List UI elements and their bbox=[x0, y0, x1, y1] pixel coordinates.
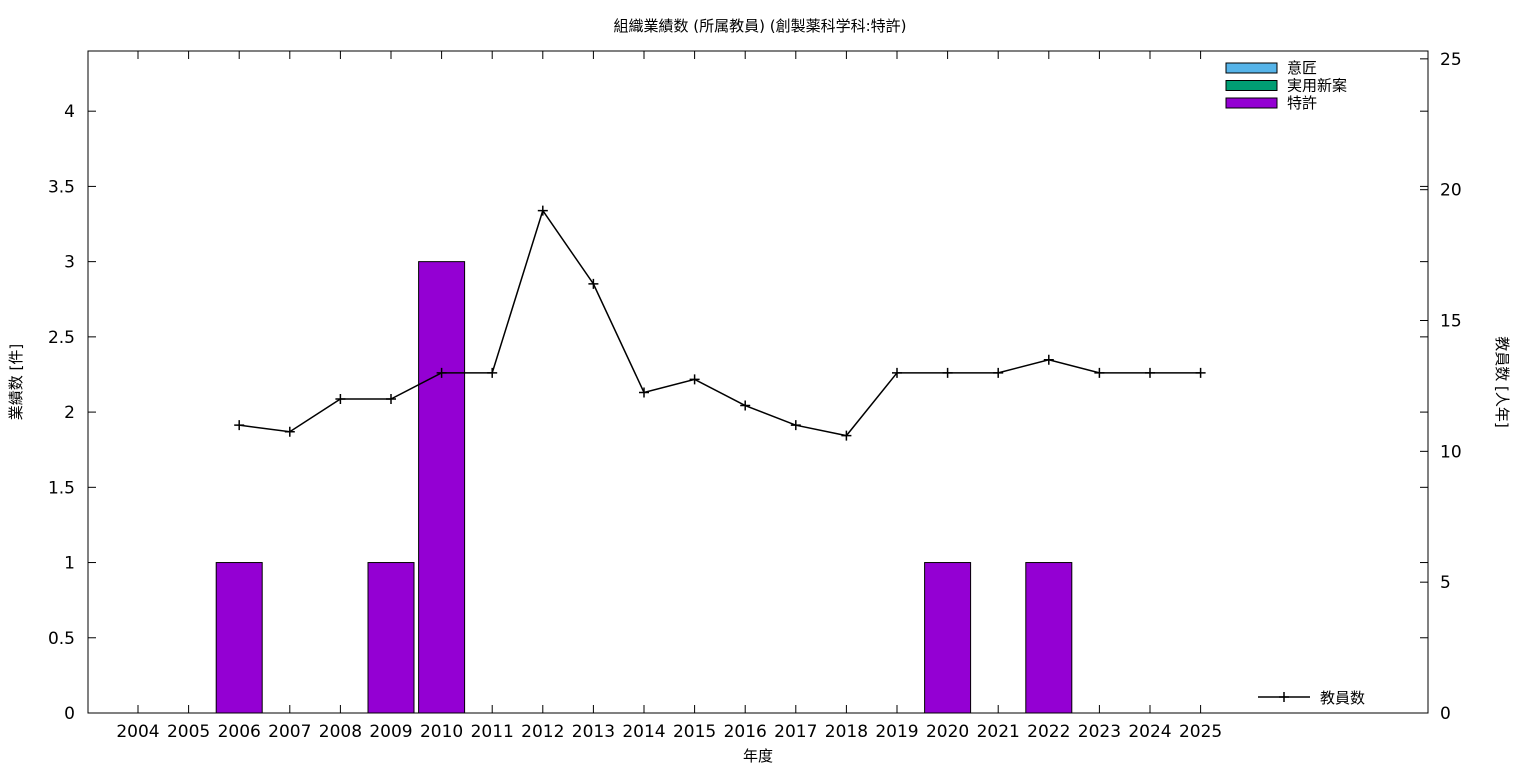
x-tick-label: 2020 bbox=[926, 722, 969, 742]
x-tick-label: 2022 bbox=[1027, 722, 1070, 742]
x-tick-label: 2018 bbox=[825, 722, 868, 742]
bar bbox=[1025, 562, 1073, 714]
y-tick-label: 3.5 bbox=[48, 177, 75, 197]
line-point bbox=[588, 278, 599, 289]
y2-tick-label: 15 bbox=[1440, 312, 1462, 332]
line-point bbox=[1195, 367, 1206, 378]
x-tick-label: 2004 bbox=[116, 722, 159, 742]
line-point bbox=[487, 367, 498, 378]
y-tick-label: 0.5 bbox=[48, 629, 75, 649]
legend-swatch bbox=[1225, 80, 1278, 91]
bar bbox=[924, 562, 972, 714]
line-point bbox=[284, 426, 295, 437]
line-point bbox=[537, 205, 548, 216]
line-series-teachers bbox=[239, 208, 1201, 437]
line-point bbox=[790, 420, 801, 431]
y2-axis-label: 教員数 [人年] bbox=[1493, 336, 1511, 427]
x-tick-label: 2008 bbox=[319, 722, 362, 742]
bar bbox=[418, 261, 466, 714]
x-tick-label: 2023 bbox=[1078, 722, 1121, 742]
y2-tick-label: 20 bbox=[1440, 181, 1462, 201]
x-tick-label: 2013 bbox=[572, 722, 615, 742]
legend-label: 実用新案 bbox=[1287, 77, 1347, 95]
chart-title: 組織業績数 (所属教員) (創製薬科学科:特許) bbox=[614, 17, 907, 35]
x-tick-label: 2016 bbox=[724, 722, 767, 742]
line-point bbox=[1145, 367, 1155, 378]
y2-tick-label: 25 bbox=[1440, 50, 1462, 70]
x-tick-label: 2009 bbox=[369, 722, 412, 742]
y-tick-label: 2.5 bbox=[48, 328, 75, 348]
y-tick-label: 3 bbox=[64, 253, 75, 273]
y-tick-label: 1 bbox=[64, 554, 75, 574]
line-point bbox=[386, 394, 396, 405]
line-point bbox=[436, 367, 447, 378]
y-tick-label: 2 bbox=[64, 403, 75, 423]
line-point bbox=[1094, 367, 1105, 378]
line-point bbox=[689, 374, 700, 385]
x-tick-label: 2006 bbox=[218, 722, 261, 742]
line-point bbox=[740, 400, 751, 411]
y-axis-label: 業績数 [件] bbox=[7, 344, 25, 420]
y2-tick-label: 0 bbox=[1440, 704, 1451, 724]
bar bbox=[367, 562, 415, 714]
x-tick-label: 2014 bbox=[622, 722, 665, 742]
y-tick-label: 1.5 bbox=[48, 478, 75, 498]
legend-swatch bbox=[1225, 62, 1278, 74]
x-tick-label: 2024 bbox=[1128, 722, 1171, 742]
legend-label: 意匠 bbox=[1287, 59, 1317, 77]
line-point bbox=[335, 394, 346, 405]
x-tick-label: 2007 bbox=[268, 722, 311, 742]
plot-frame bbox=[87, 50, 1429, 714]
line-point bbox=[1043, 354, 1054, 365]
x-tick-label: 2019 bbox=[875, 722, 918, 742]
line-point bbox=[892, 367, 902, 378]
y-tick-label: 4 bbox=[64, 102, 75, 122]
y-tick-label: 0 bbox=[64, 704, 75, 724]
x-tick-label: 2017 bbox=[774, 722, 817, 742]
bar bbox=[215, 562, 263, 714]
legend-label: 特許 bbox=[1287, 94, 1317, 112]
x-tick-label: 2021 bbox=[977, 722, 1020, 742]
x-tick-label: 2025 bbox=[1179, 722, 1222, 742]
x-tick-label: 2012 bbox=[521, 722, 564, 742]
line-point bbox=[234, 420, 245, 431]
x-tick-label: 2011 bbox=[471, 722, 514, 742]
x-tick-label: 2015 bbox=[673, 722, 716, 742]
line-point bbox=[942, 367, 953, 378]
y2-tick-label: 5 bbox=[1440, 573, 1451, 593]
legend-line-marker bbox=[1279, 692, 1289, 702]
line-point bbox=[639, 387, 649, 398]
x-tick-label: 2005 bbox=[167, 722, 210, 742]
line-point bbox=[993, 367, 1004, 378]
x-axis-label: 年度 bbox=[743, 747, 773, 765]
legend-swatch bbox=[1225, 97, 1278, 109]
line-point bbox=[841, 430, 852, 441]
x-tick-label: 2010 bbox=[420, 722, 463, 742]
legend-label: 教員数 bbox=[1320, 689, 1365, 707]
y2-tick-label: 10 bbox=[1440, 442, 1462, 462]
